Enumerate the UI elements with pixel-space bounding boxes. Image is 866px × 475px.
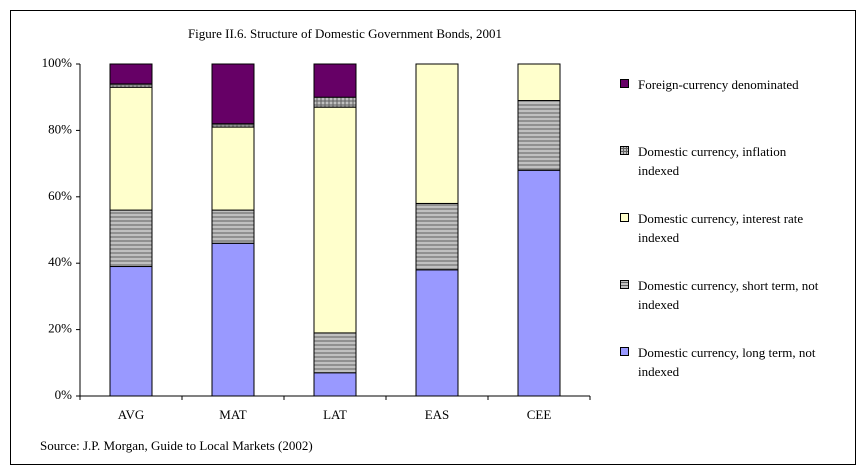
legend-label: Domestic currency, interest rate indexed bbox=[638, 211, 804, 245]
legend-swatch bbox=[620, 347, 629, 356]
y-tick-label: 100% bbox=[42, 55, 73, 70]
chart-title: Figure II.6. Structure of Domestic Gover… bbox=[188, 26, 502, 41]
bar-segment bbox=[211, 209, 255, 244]
bar-segment bbox=[211, 63, 255, 125]
bar-segment bbox=[313, 63, 357, 98]
x-tick-label: LAT bbox=[323, 407, 347, 422]
y-tick-label: 0% bbox=[55, 387, 73, 402]
legend-label: Foreign-currency denominated bbox=[638, 77, 799, 92]
x-tick-label: MAT bbox=[219, 407, 247, 422]
y-tick-label: 60% bbox=[48, 188, 72, 203]
legend-item: Domestic currency, long term, not indexe… bbox=[620, 343, 820, 381]
bar-segment bbox=[109, 209, 153, 268]
legend-item: Domestic currency, short term, not index… bbox=[620, 276, 820, 314]
y-tick-label: 80% bbox=[48, 121, 72, 136]
bar-segment bbox=[313, 96, 357, 108]
x-tick-label: CEE bbox=[527, 407, 552, 422]
bar-segment bbox=[415, 269, 459, 397]
bar-segment bbox=[313, 332, 357, 374]
legend-swatch bbox=[620, 146, 629, 155]
y-tick-label: 20% bbox=[48, 321, 72, 336]
bar-segment bbox=[415, 63, 459, 204]
legend-label: Domestic currency, long term, not indexe… bbox=[638, 345, 816, 379]
legend-swatch bbox=[620, 280, 629, 289]
bar-segment bbox=[517, 100, 561, 171]
bar-segment bbox=[313, 372, 357, 397]
x-tick-label: AVG bbox=[118, 407, 145, 422]
legend-item: Foreign-currency denominated bbox=[620, 75, 820, 94]
bar-segment bbox=[211, 126, 255, 211]
bar-segment bbox=[211, 242, 255, 397]
bar-segment bbox=[517, 169, 561, 397]
source-note: Source: J.P. Morgan, Guide to Local Mark… bbox=[40, 438, 313, 453]
legend-label: Domestic currency, inflation indexed bbox=[638, 144, 787, 178]
x-tick-label: EAS bbox=[425, 407, 450, 422]
bar-segment bbox=[517, 63, 561, 102]
legend-swatch bbox=[620, 79, 629, 88]
bar-segment bbox=[109, 266, 153, 397]
y-tick-label: 40% bbox=[48, 254, 72, 269]
bar-segment bbox=[313, 106, 357, 334]
bar-segment bbox=[109, 63, 153, 85]
bar-segment bbox=[415, 202, 459, 271]
legend-swatch bbox=[620, 213, 629, 222]
bar-segment bbox=[109, 86, 153, 211]
legend-item: Domestic currency, interest rate indexed bbox=[620, 209, 820, 247]
legend-label: Domestic currency, short term, not index… bbox=[638, 278, 819, 312]
legend-item: Domestic currency, inflation indexed bbox=[620, 142, 820, 180]
